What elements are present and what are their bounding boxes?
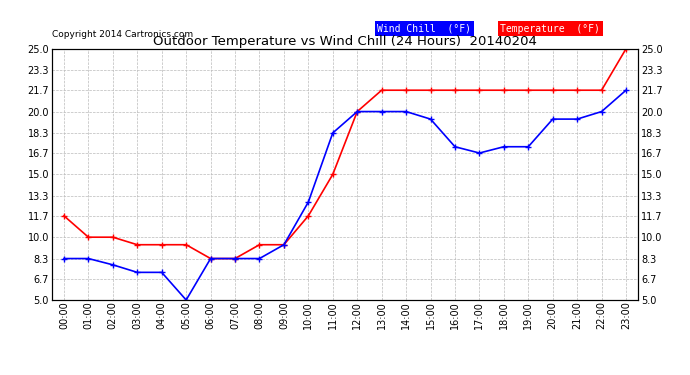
Text: Copyright 2014 Cartronics.com: Copyright 2014 Cartronics.com [52, 30, 193, 39]
Text: Wind Chill  (°F): Wind Chill (°F) [377, 24, 471, 34]
Title: Outdoor Temperature vs Wind Chill (24 Hours)  20140204: Outdoor Temperature vs Wind Chill (24 Ho… [153, 34, 537, 48]
Text: Temperature  (°F): Temperature (°F) [500, 24, 600, 34]
